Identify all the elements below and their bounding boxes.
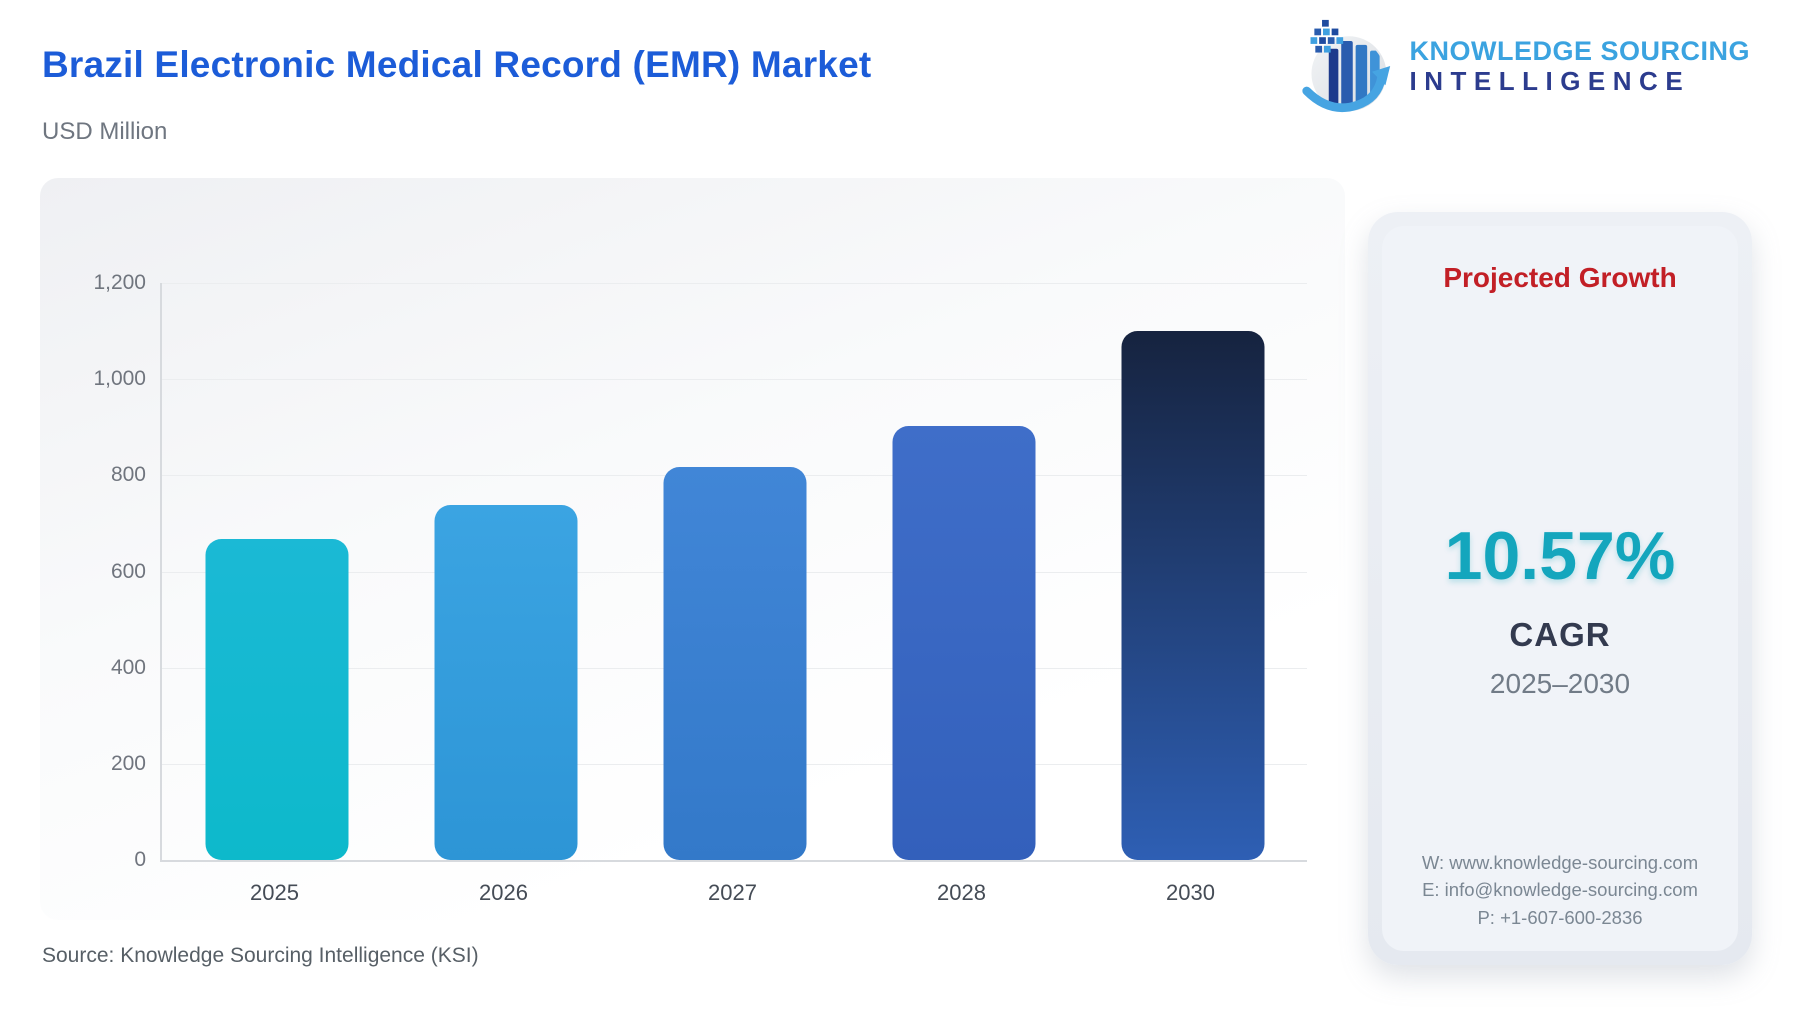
contact-website: W: www.knowledge-sourcing.com [1421,851,1699,873]
contact-phone: P: +1-607-600-2836 [1477,906,1643,928]
bar-chart-card: 0 200 400 600 800 1,000 1,200 2025 2026 2027 2028… [40,178,1345,920]
gridline-1000 [162,379,1307,381]
bar-2028 [892,425,1035,860]
bar-plot [160,283,1307,862]
bar-2027 [663,467,806,860]
y-tick-label: 200 [110,751,146,775]
forecast-range: 2025–2030 [1489,668,1631,699]
y-tick-label: 1,000 [93,367,146,391]
x-tick-label-2025: 2025 [250,880,299,905]
bar-2026 [434,504,577,860]
contact-email: E: info@knowledge-sourcing.com [1422,879,1698,901]
pixel-squares [1311,19,1344,53]
bar-2030 [1121,331,1264,860]
source-note: Source: Knowledge Sourcing Intelligence … [42,944,479,967]
company-logo: KNOWLEDGE SOURCING INTELLIGENCE [1299,18,1750,114]
projected-growth-panel: Projected Growth 10.57% CAGR 2025–2030 W… [1368,212,1752,965]
y-axis-labels: 0 200 400 600 800 1,000 1,200 [48,271,146,871]
bar-2025 [205,538,348,860]
logo-line1: KNOWLEDGE SOURCING [1409,35,1750,66]
contact-block: W: www.knowledge-sourcing.com E: info@kn… [1422,849,1698,931]
unit-label: USD Million [42,118,168,145]
bar-chart-globe-arrow-icon [1302,19,1391,113]
x-tick-label-2030: 2030 [1166,880,1215,905]
y-tick-label: 800 [110,463,146,487]
projected-growth-inner-card: Projected Growth 10.57% CAGR 2025–2030 W… [1382,226,1738,951]
y-tick-label: 1,200 [93,271,146,294]
gridline-1200 [162,283,1307,284]
x-tick-label-2026: 2026 [479,880,528,905]
x-tick-label-2027: 2027 [708,880,757,905]
cagr-label: CAGR [1509,616,1611,653]
logo-line2: INTELLIGENCE [1409,65,1691,96]
panel-title: Projected Growth [1443,262,1677,293]
page-title: Brazil Electronic Medical Record (EMR) M… [42,44,872,85]
y-tick-label: 600 [110,559,146,583]
logo-text: KNOWLEDGE SOURCING INTELLIGENCE [1409,36,1750,97]
cagr-value: 10.57% [1444,518,1676,594]
y-tick-label: 0 [134,848,146,871]
y-tick-label: 400 [110,655,146,679]
x-tick-label-2028: 2028 [937,880,986,905]
x-axis-labels: 2025 2026 2027 2028 2030 [160,880,1305,910]
